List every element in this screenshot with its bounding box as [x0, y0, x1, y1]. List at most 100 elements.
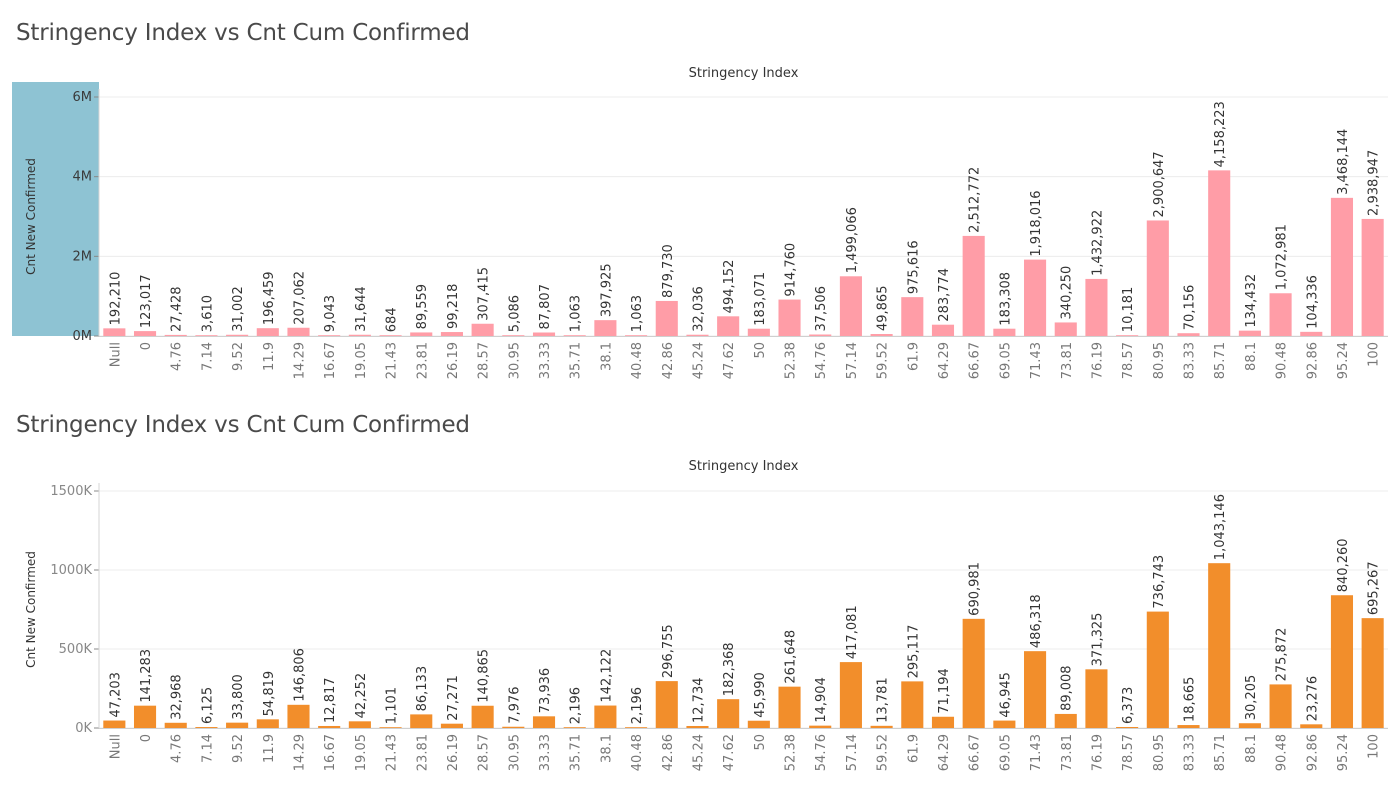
x-tick-label: 4.76 — [170, 342, 185, 371]
y-tick-label: 2M — [73, 249, 93, 264]
data-label: 45,990 — [753, 672, 768, 718]
data-label: 340,250 — [1060, 266, 1075, 320]
bar — [809, 725, 832, 728]
x-tick-label: 95.24 — [1336, 734, 1351, 771]
y-tick-label: 0K — [75, 721, 92, 736]
bar — [931, 716, 955, 728]
bar — [1146, 611, 1169, 728]
data-label: 27,271 — [446, 675, 461, 721]
data-label: 27,428 — [170, 286, 185, 332]
bar — [625, 335, 648, 336]
data-label: 123,017 — [139, 274, 154, 328]
data-label: 494,152 — [722, 260, 737, 314]
bar — [1177, 725, 1200, 728]
x-tick-label: 35.71 — [569, 342, 584, 379]
bar — [1361, 618, 1384, 728]
x-tick-label: 45.24 — [691, 734, 706, 771]
x-tick-label: 90.48 — [1275, 342, 1290, 379]
bar — [348, 721, 371, 728]
data-label: 87,807 — [538, 284, 553, 330]
x-tick-label: 78.57 — [1121, 734, 1136, 771]
x-tick-label: 64.29 — [937, 734, 952, 771]
data-label: 182,368 — [722, 642, 737, 696]
data-label: 12,817 — [323, 677, 338, 723]
data-label: 140,865 — [477, 649, 492, 703]
bar — [962, 618, 985, 728]
x-tick-label: 59.52 — [876, 734, 891, 771]
x-tick-label: 35.71 — [569, 734, 584, 771]
y-axis-title: Cnt New Confirmed — [24, 551, 38, 668]
x-tick-label: 19.05 — [354, 342, 369, 379]
data-label: 146,806 — [292, 648, 307, 702]
bar — [410, 332, 433, 336]
bar — [379, 727, 402, 728]
data-label: 1,072,981 — [1275, 224, 1290, 290]
bar — [410, 714, 433, 728]
data-label: 2,938,947 — [1367, 150, 1382, 216]
x-tick-label: 26.19 — [446, 342, 461, 379]
bar — [655, 681, 678, 728]
chart-title: Stringency Index vs Cnt Cum Confirmed — [16, 20, 470, 46]
data-label: 70,156 — [1183, 285, 1198, 331]
bar — [1330, 595, 1354, 728]
x-tick-label: 92.86 — [1305, 734, 1320, 771]
bar — [1177, 333, 1200, 336]
bar — [440, 723, 463, 728]
bar — [287, 704, 310, 728]
bar — [594, 705, 617, 728]
x-tick-label: 7.14 — [200, 342, 215, 371]
chart-title: Stringency Index vs Cnt Cum Confirmed — [16, 412, 470, 438]
x-tick-label: 23.81 — [415, 734, 430, 771]
data-label: 1,063 — [569, 295, 584, 332]
data-label: 2,900,647 — [1152, 151, 1167, 217]
data-label: 7,976 — [507, 687, 522, 724]
x-tick-label: 30.95 — [507, 734, 522, 771]
data-label: 684 — [385, 307, 400, 332]
data-label: 417,081 — [845, 605, 860, 659]
bar — [195, 335, 218, 336]
x-tick-label: 33.33 — [538, 342, 553, 379]
bar — [901, 297, 924, 336]
data-label: 275,872 — [1275, 628, 1290, 682]
bar — [1269, 684, 1292, 728]
x-tick-label: 21.43 — [385, 342, 400, 379]
x-tick-label: 100 — [1367, 342, 1382, 367]
bar — [1054, 322, 1077, 336]
bar — [256, 328, 279, 336]
x-tick-label: 66.67 — [968, 342, 983, 379]
bar — [1238, 330, 1261, 336]
chart-panel-2: Stringency Index vs Cnt Cum Confirmed St… — [0, 392, 1400, 800]
x-tick-label: 42.86 — [661, 342, 676, 379]
bar — [226, 722, 249, 728]
data-label: 18,665 — [1183, 677, 1198, 723]
bar — [809, 334, 832, 336]
data-label: 296,755 — [661, 624, 676, 678]
bar — [318, 335, 341, 336]
data-label: 89,559 — [415, 284, 430, 330]
bar — [1116, 726, 1139, 728]
data-label: 99,218 — [446, 284, 461, 330]
x-tick-label: 59.52 — [876, 342, 891, 379]
x-tick-label: 0 — [139, 342, 154, 350]
x-tick-label: 73.81 — [1060, 342, 1075, 379]
bar — [563, 335, 586, 336]
data-label: 2,512,772 — [968, 167, 983, 233]
data-label: 736,743 — [1152, 555, 1167, 609]
x-tick-label: 88.1 — [1244, 734, 1259, 763]
x-tick-label: 54.76 — [814, 342, 829, 379]
x-tick-label: 50 — [753, 342, 768, 359]
x-tick-label: 42.86 — [661, 734, 676, 771]
bar — [655, 300, 678, 336]
bar — [1300, 724, 1323, 728]
bar — [1269, 293, 1292, 336]
data-label: 1,043,146 — [1213, 494, 1228, 560]
bar — [1054, 713, 1077, 728]
x-tick-label: 69.05 — [998, 342, 1013, 379]
x-tick-label: 16.67 — [323, 342, 338, 379]
data-label: 73,936 — [538, 668, 553, 714]
data-label: 3,610 — [200, 295, 215, 332]
x-tick-label: 28.57 — [477, 734, 492, 771]
y-tick-label: 4M — [73, 170, 93, 185]
data-label: 142,122 — [599, 649, 614, 703]
data-label: 9,043 — [323, 295, 338, 332]
